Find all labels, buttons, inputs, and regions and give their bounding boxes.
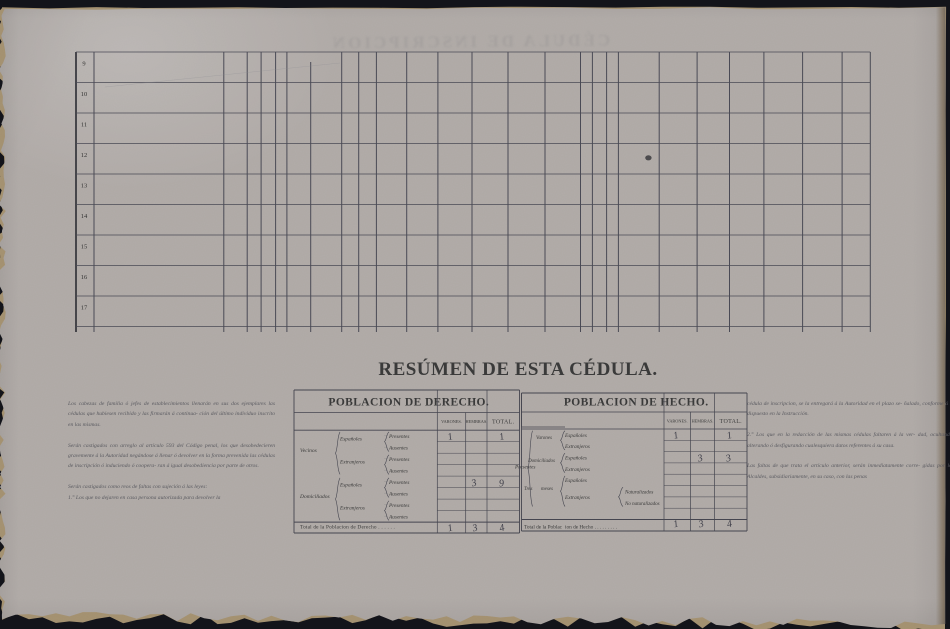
svg-text:Españoles: Españoles [339, 437, 362, 443]
svg-text:12: 12 [81, 152, 88, 159]
svg-text:Tres: Tres [524, 487, 532, 492]
svg-text:VARONES.: VARONES. [667, 419, 688, 424]
svg-text:Presentes: Presentes [388, 457, 409, 463]
svg-text:No naturalizados: No naturalizados [624, 502, 660, 507]
svg-text:Naturalizados: Naturalizados [624, 491, 653, 496]
svg-text:Extranjeros: Extranjeros [564, 444, 590, 450]
svg-text:Extranjeros: Extranjeros [339, 460, 365, 466]
svg-text:10: 10 [81, 91, 88, 98]
svg-text:1: 1 [672, 518, 680, 530]
svg-text:13: 13 [81, 183, 88, 190]
svg-text:16: 16 [81, 274, 88, 281]
svg-text:Españoles: Españoles [564, 456, 587, 462]
svg-text:15: 15 [81, 244, 88, 251]
svg-text:17: 17 [81, 305, 88, 312]
svg-text:1: 1 [498, 431, 506, 443]
svg-text:Presentes: Presentes [388, 503, 409, 509]
svg-text:POBLACION DE HECHO.: POBLACION DE HECHO. [564, 397, 709, 409]
svg-text:Españoles: Españoles [339, 483, 362, 489]
svg-text:Ausentes: Ausentes [388, 446, 408, 452]
svg-text:Vecinos: Vecinos [300, 448, 317, 454]
svg-text:Total de la Poblacion de Derec: Total de la Poblacion de Derecho . . . .… [300, 525, 395, 531]
svg-text:3: 3 [696, 518, 705, 530]
svg-text:TOTAL.: TOTAL. [492, 419, 515, 425]
svg-text:VARONES.: VARONES. [441, 419, 462, 424]
svg-text:Domiciliados: Domiciliados [527, 459, 555, 464]
svg-text:11: 11 [81, 122, 87, 129]
svg-text:Presentes: Presentes [514, 464, 535, 470]
svg-text:meses: meses [541, 487, 553, 492]
svg-text:Extranjeros: Extranjeros [564, 495, 590, 501]
svg-text:Domiciliados: Domiciliados [299, 494, 330, 500]
svg-text:Ausentes: Ausentes [388, 515, 408, 521]
svg-text:Ausentes: Ausentes [388, 492, 408, 498]
svg-text:ion de Hecho . . . . . . . . .: ion de Hecho . . . . . . . . . [565, 525, 617, 531]
svg-text:Extranjeros: Extranjeros [339, 506, 365, 512]
svg-text:14: 14 [81, 213, 88, 220]
svg-text:Total de la Poblac: Total de la Poblac [524, 525, 563, 531]
svg-text:Españoles: Españoles [564, 478, 587, 484]
svg-text:Extranjeros: Extranjeros [564, 467, 590, 473]
svg-text:TOTAL.: TOTAL. [720, 419, 743, 425]
svg-text:HEMBRAS.: HEMBRAS. [465, 419, 487, 424]
svg-text:4: 4 [726, 518, 734, 530]
svg-text:Españoles: Españoles [564, 433, 587, 439]
svg-text:Presentes: Presentes [388, 434, 409, 440]
svg-text:9: 9 [499, 478, 505, 489]
svg-text:1: 1 [446, 431, 454, 443]
svg-text:POBLACION DE DERECHO.: POBLACION DE DERECHO. [328, 397, 489, 409]
svg-text:Ausentes: Ausentes [388, 469, 408, 475]
svg-text:HEMBRAS.: HEMBRAS. [692, 419, 714, 424]
svg-text:Presentes: Presentes [388, 480, 409, 486]
svg-text:9: 9 [82, 61, 85, 68]
svg-text:Varones: Varones [536, 436, 552, 441]
